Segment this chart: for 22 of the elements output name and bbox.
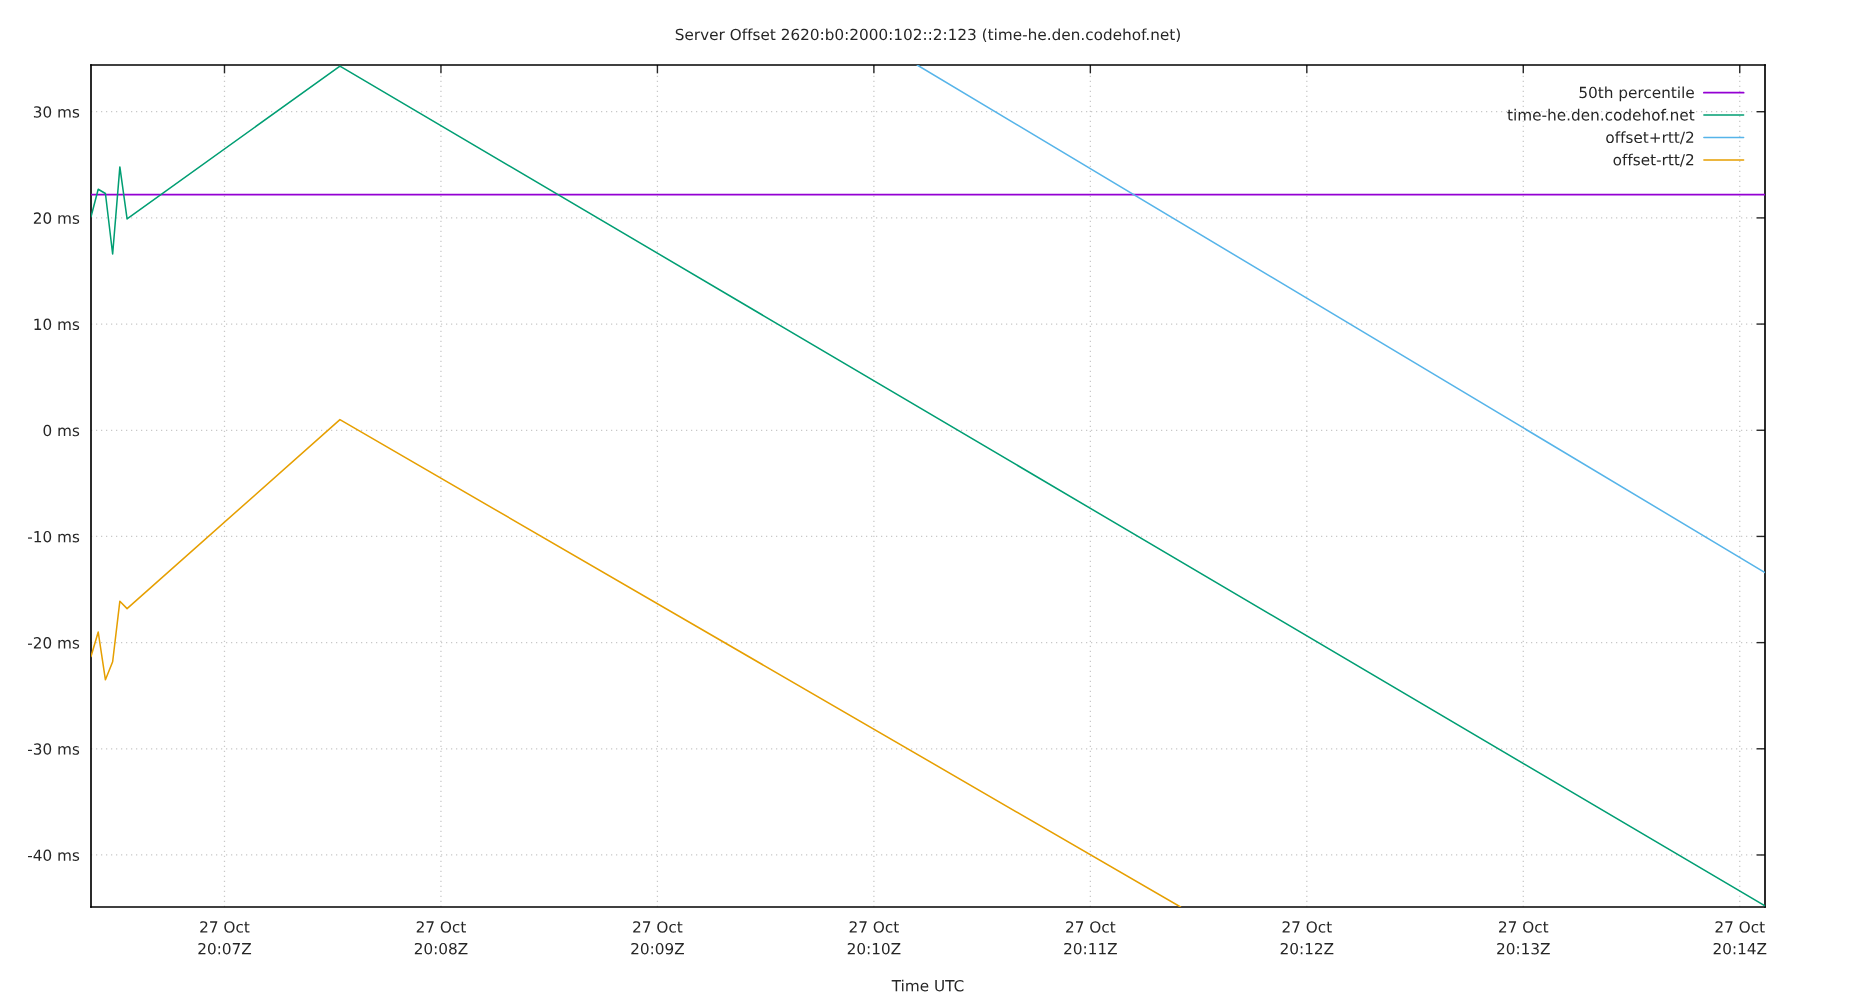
x-tick-label: 27 Oct 20:13Z [1497, 921, 1550, 955]
x-tick-label: 27 Oct 20:14Z [1713, 921, 1767, 955]
y-tick-label: -30 ms [27, 743, 80, 755]
x-tick-label: 27 Oct 20:11Z [1064, 921, 1117, 955]
x-axis-title: Time UTC [891, 979, 964, 992]
x-tick-label: 27 Oct 20:09Z [631, 921, 684, 955]
x-tick-label: 27 Oct 20:12Z [1280, 921, 1334, 955]
chart-title: Server Offset 2620:b0:2000:102::2:123 (time-he.den.codehof.net) [675, 28, 1180, 43]
x-tick-label: 27 Oct 20:08Z [414, 921, 468, 955]
legend-label: 50th percentile [1579, 86, 1694, 102]
y-tick-label: 20 ms [33, 212, 80, 224]
y-tick-label: -20 ms [27, 637, 80, 649]
x-tick-label: 27 Oct 20:10Z [847, 921, 901, 955]
x-tick-label: 27 Oct 20:07Z [198, 921, 252, 955]
legend-label: offset-rtt/2 [1613, 153, 1694, 167]
legend-label: offset+rtt/2 [1606, 131, 1694, 145]
y-tick-label: 10 ms [34, 318, 80, 331]
y-tick-label: 0 ms [43, 424, 80, 437]
y-tick-label: 30 ms [33, 106, 80, 118]
legend-label: time-he.den.codehof.net [1507, 108, 1695, 121]
y-tick-label: -40 ms [27, 849, 80, 861]
y-tick-label: -10 ms [27, 530, 80, 543]
